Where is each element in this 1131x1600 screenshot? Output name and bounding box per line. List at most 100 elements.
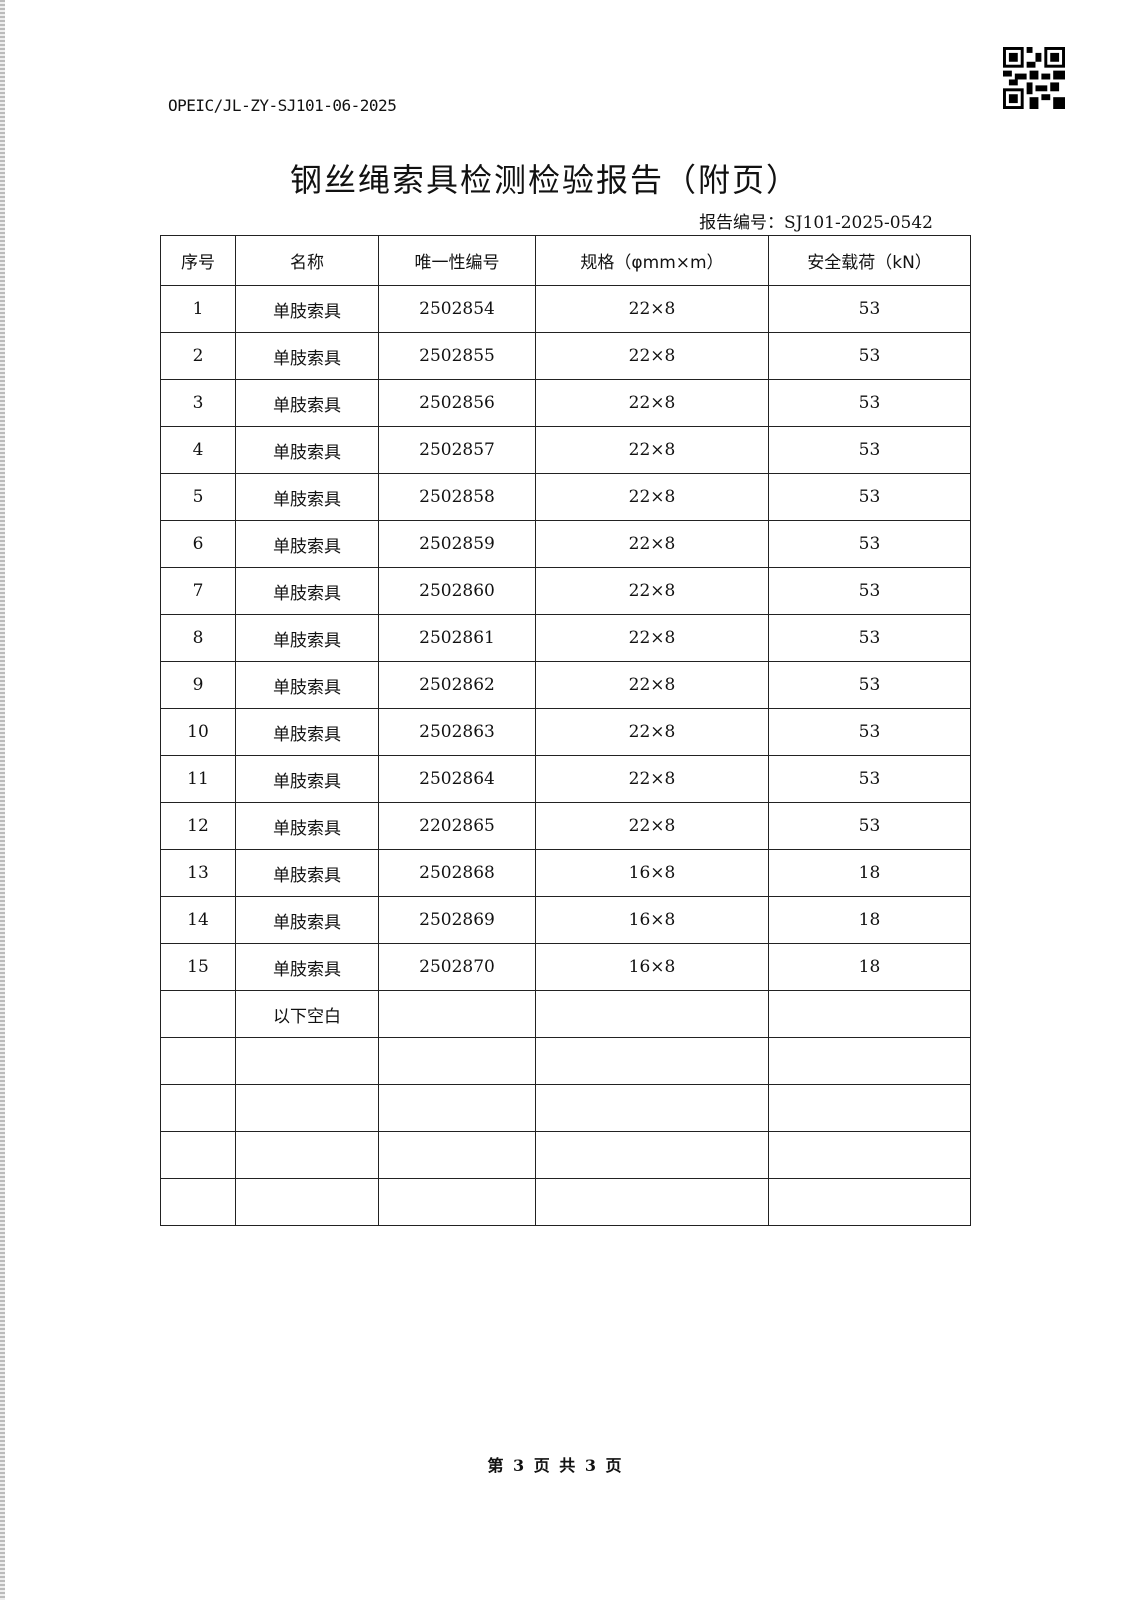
table-cell	[535, 990, 769, 1038]
table-cell: 单肢索具	[235, 520, 379, 568]
table-cell: 单肢索具	[235, 802, 379, 850]
table-row: 11 单肢索具 2502864 22×8 53	[160, 755, 971, 803]
table-cell: 5	[160, 473, 236, 521]
table-row	[160, 1084, 971, 1132]
page-number: 第 3 页 共 3 页	[487, 1456, 624, 1475]
table-cell	[160, 1131, 236, 1179]
table-cell: 22×8	[535, 802, 769, 850]
table-cell: 2502862	[378, 661, 536, 709]
table-row: 以下空白	[160, 990, 971, 1038]
table-cell	[768, 1084, 971, 1132]
table-cell: 22×8	[535, 755, 769, 803]
table-cell: 3	[160, 379, 236, 427]
table-cell: 4	[160, 426, 236, 474]
table-cell: 单肢索具	[235, 379, 379, 427]
table-cell: 53	[768, 755, 971, 803]
table-cell: 7	[160, 567, 236, 615]
table-cell: 2202865	[378, 802, 536, 850]
table-cell	[768, 1037, 971, 1085]
column-header: 序号	[160, 235, 236, 286]
table-cell: 53	[768, 661, 971, 709]
column-header: 安全载荷（kN）	[768, 235, 971, 286]
table-cell: 22×8	[535, 285, 769, 333]
table-row: 2 单肢索具 2502855 22×8 53	[160, 332, 971, 380]
table-cell: 18	[768, 896, 971, 944]
table-cell: 16×8	[535, 849, 769, 897]
table-cell: 14	[160, 896, 236, 944]
table-cell	[378, 1037, 536, 1085]
table-cell: 单肢索具	[235, 661, 379, 709]
table-row: 9 单肢索具 2502862 22×8 53	[160, 661, 971, 709]
table-cell: 53	[768, 708, 971, 756]
scan-edge	[0, 0, 5, 1600]
table-cell: 单肢索具	[235, 567, 379, 615]
table-cell: 18	[768, 943, 971, 991]
table-cell: 2502863	[378, 708, 536, 756]
table-cell	[160, 1037, 236, 1085]
table-cell: 单肢索具	[235, 708, 379, 756]
report-number: 报告编号：SJ101-2025-0542	[699, 213, 933, 233]
table-row: 12 单肢索具 2202865 22×8 53	[160, 802, 971, 850]
table-cell: 单肢索具	[235, 896, 379, 944]
table-cell: 15	[160, 943, 236, 991]
table-row	[160, 1178, 971, 1226]
table-row: 13 单肢索具 2502868 16×8 18	[160, 849, 971, 897]
table-row: 7 单肢索具 2502860 22×8 53	[160, 567, 971, 615]
table-cell: 53	[768, 285, 971, 333]
table-cell	[378, 1178, 536, 1226]
table-cell	[378, 990, 536, 1038]
table-cell: 22×8	[535, 332, 769, 380]
table-cell: 6	[160, 520, 236, 568]
table-cell: 22×8	[535, 708, 769, 756]
table-cell: 13	[160, 849, 236, 897]
table-cell: 单肢索具	[235, 285, 379, 333]
table-cell: 2502856	[378, 379, 536, 427]
table-cell	[378, 1084, 536, 1132]
table-row: 8 单肢索具 2502861 22×8 53	[160, 614, 971, 662]
table-cell: 53	[768, 473, 971, 521]
table-cell: 53	[768, 802, 971, 850]
table-row: 14 单肢索具 2502869 16×8 18	[160, 896, 971, 944]
table-cell: 2502861	[378, 614, 536, 662]
table-cell: 11	[160, 755, 236, 803]
table-row: 10 单肢索具 2502863 22×8 53	[160, 708, 971, 756]
table-cell: 53	[768, 379, 971, 427]
table-cell: 2502870	[378, 943, 536, 991]
table-cell: 22×8	[535, 379, 769, 427]
table-cell: 2502860	[378, 567, 536, 615]
table-cell: 9	[160, 661, 236, 709]
table-cell: 2502869	[378, 896, 536, 944]
table-cell	[768, 1178, 971, 1226]
table-row: 1 单肢索具 2502854 22×8 53	[160, 285, 971, 333]
table-row	[160, 1037, 971, 1085]
column-header: 规格（φmm×m）	[535, 235, 769, 286]
table-cell	[535, 1037, 769, 1085]
table-cell	[235, 1084, 379, 1132]
table-cell: 单肢索具	[235, 755, 379, 803]
table-cell	[768, 990, 971, 1038]
table-row	[160, 1131, 971, 1179]
table-cell: 2	[160, 332, 236, 380]
table-row: 5 单肢索具 2502858 22×8 53	[160, 473, 971, 521]
table-cell	[160, 990, 236, 1038]
table-row: 6 单肢索具 2502859 22×8 53	[160, 520, 971, 568]
table-cell: 22×8	[535, 661, 769, 709]
table-cell	[378, 1131, 536, 1179]
table-cell	[535, 1131, 769, 1179]
table-row: 4 单肢索具 2502857 22×8 53	[160, 426, 971, 474]
rigging-table: 序号 名称 唯一性编号 规格（φmm×m） 安全载荷（kN） 1 单肢索具 2502854 22…	[160, 235, 971, 1226]
table-header-row: 序号 名称 唯一性编号 规格（φmm×m） 安全载荷（kN）	[160, 235, 971, 286]
table-cell: 53	[768, 520, 971, 568]
table-cell: 12	[160, 802, 236, 850]
table-cell: 8	[160, 614, 236, 662]
table-cell: 53	[768, 614, 971, 662]
table-cell: 单肢索具	[235, 426, 379, 474]
table-cell: 2502864	[378, 755, 536, 803]
table-row: 3 单肢索具 2502856 22×8 53	[160, 379, 971, 427]
table-cell: 53	[768, 332, 971, 380]
column-header: 唯一性编号	[378, 235, 536, 286]
table-cell: 16×8	[535, 943, 769, 991]
table-cell	[235, 1131, 379, 1179]
table-cell: 单肢索具	[235, 614, 379, 662]
